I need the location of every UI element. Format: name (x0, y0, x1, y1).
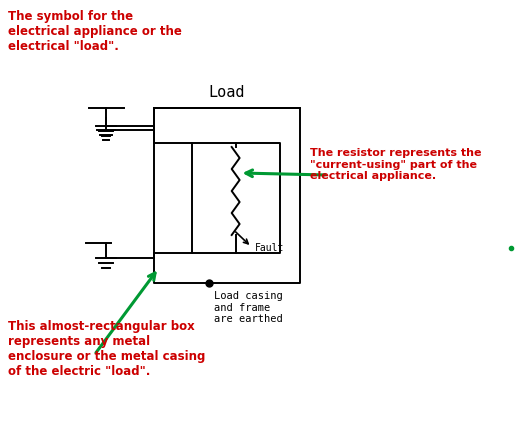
Text: Load: Load (209, 85, 245, 100)
Text: Fault: Fault (254, 243, 284, 253)
Text: Load casing
and frame
are earthed: Load casing and frame are earthed (214, 291, 283, 324)
Text: The symbol for the
electrical appliance or the
electrical "load".: The symbol for the electrical appliance … (8, 10, 182, 53)
Text: This almost-rectangular box
represents any metal
enclosure or the metal casing
o: This almost-rectangular box represents a… (8, 320, 205, 378)
Text: The resistor represents the
"current-using" part of the
electrical appliance.: The resistor represents the "current-usi… (309, 148, 481, 181)
